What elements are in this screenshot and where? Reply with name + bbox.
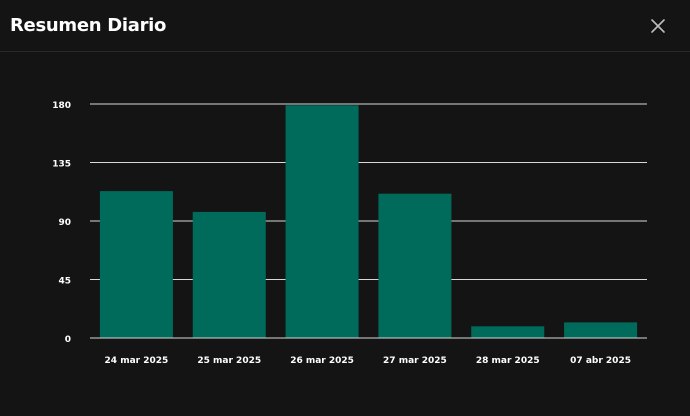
close-button[interactable] [646, 14, 670, 38]
bar[interactable] [285, 105, 359, 338]
close-icon [651, 19, 665, 33]
bar[interactable] [378, 193, 452, 338]
bar[interactable] [99, 191, 173, 338]
y-tick-label: 90 [58, 218, 71, 228]
chart-area: 0 45 90 135 180 24 mar 2025 25 mar 2025 26 mar … [0, 52, 690, 412]
x-tick-label: 26 mar 2025 [290, 356, 354, 366]
x-tick-label: 07 abr 2025 [570, 356, 631, 366]
modal-header: Resumen Diario [0, 0, 690, 52]
bar[interactable] [564, 322, 638, 338]
x-tick-label: 28 mar 2025 [476, 356, 540, 366]
x-tick-label: 27 mar 2025 [383, 356, 447, 366]
modal-title: Resumen Diario [10, 15, 167, 36]
y-tick-label: 180 [52, 101, 71, 111]
x-tick-label: 24 mar 2025 [105, 356, 169, 366]
x-tick-label: 25 mar 2025 [197, 356, 261, 366]
bar[interactable] [192, 211, 266, 338]
y-tick-label: 0 [65, 335, 71, 345]
y-tick-label: 45 [58, 277, 71, 287]
bar[interactable] [471, 326, 545, 338]
daily-bar-chart: 0 45 90 135 180 24 mar 2025 25 mar 2025 26 mar … [52, 101, 647, 366]
y-tick-label: 135 [52, 160, 71, 170]
